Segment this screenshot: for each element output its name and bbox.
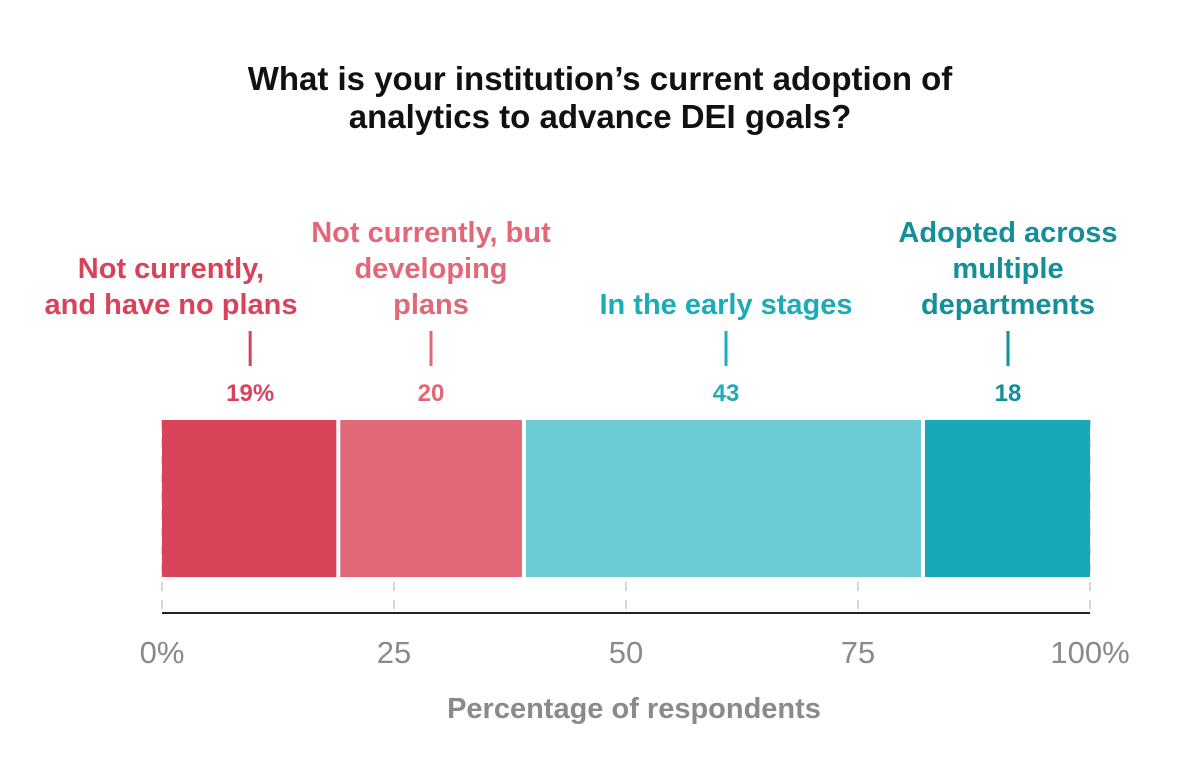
value-label: 19% [226, 380, 274, 407]
bar-segment [340, 420, 522, 577]
chart-title-line-1: What is your institution’s current adopt… [247, 60, 953, 97]
x-tick-label: 50 [609, 635, 643, 670]
category-label: In the early stages [599, 289, 852, 321]
value-label: 20 [418, 380, 445, 407]
category-label: Adopted across [898, 217, 1117, 249]
bar-segment [162, 420, 337, 577]
category-label: multiple [952, 253, 1063, 285]
bar-segment [525, 420, 921, 577]
x-tick-label: 0% [140, 635, 185, 670]
x-tick-label: 100% [1050, 635, 1129, 670]
value-label: 18 [995, 380, 1022, 407]
category-label: Not currently, [78, 253, 264, 285]
value-label: 43 [713, 380, 740, 407]
category-label: developing [354, 253, 507, 285]
x-tick-label: 25 [377, 635, 411, 670]
x-axis-title: Percentage of respondents [447, 693, 821, 725]
category-label: departments [921, 289, 1095, 321]
category-label: Not currently, but [311, 217, 551, 249]
category-label: plans [393, 289, 469, 321]
x-tick-label: 75 [841, 635, 875, 670]
chart-title-line-2: analytics to advance DEI goals? [348, 98, 852, 135]
category-label: and have no plans [45, 289, 298, 321]
bar-segment [924, 420, 1090, 577]
